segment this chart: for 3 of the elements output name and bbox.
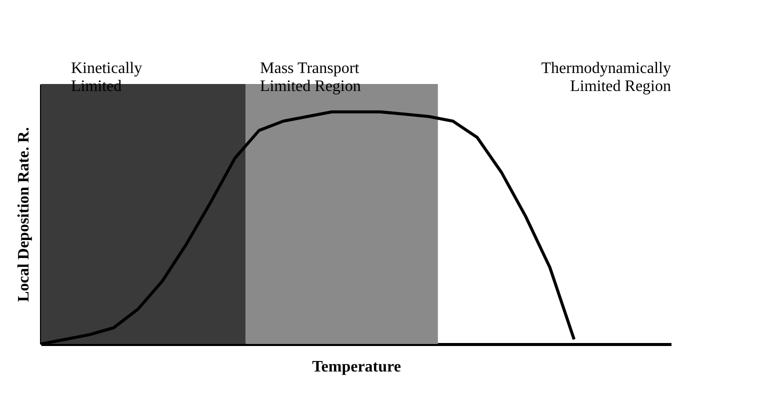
y-axis-title: Local Deposition Rate. R.: [16, 127, 32, 302]
text: Thermodynamically Limited Region: [541, 60, 671, 95]
x-axis-title: Temperature: [312, 358, 401, 376]
